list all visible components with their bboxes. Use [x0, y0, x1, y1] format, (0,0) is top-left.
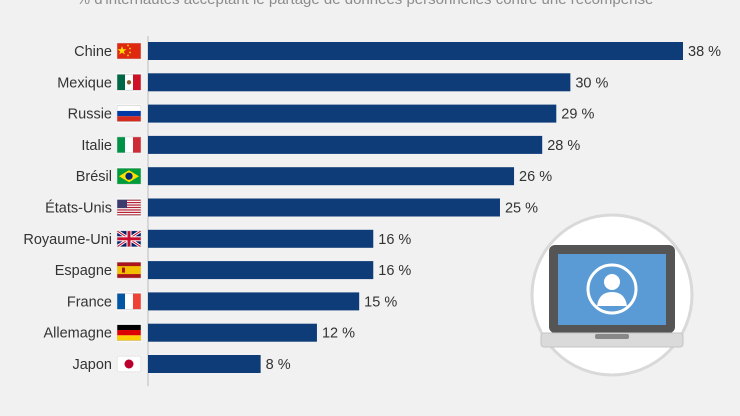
- bar-bresil: [148, 167, 515, 186]
- laptop-user-icon: [530, 213, 694, 377]
- italy-flag-icon: [116, 135, 142, 154]
- category-label-japon: Japon: [72, 357, 112, 373]
- category-label-chine: Chine: [74, 44, 112, 60]
- category-label-royaume-uni: Royaume-Uni: [23, 232, 112, 248]
- uk-flag-icon: [116, 229, 142, 249]
- value-label-japon: 8 %: [266, 357, 291, 373]
- bar-royaume-uni: [148, 229, 374, 248]
- value-label-italie: 28 %: [547, 138, 580, 154]
- category-label-allemagne: Allemagne: [43, 326, 112, 342]
- value-label-france: 15 %: [364, 294, 397, 310]
- brazil-flag-icon: [116, 167, 142, 186]
- bar-france: [148, 292, 360, 311]
- category-label-france: France: [67, 294, 112, 310]
- value-label-espagne: 16 %: [378, 263, 411, 279]
- bar-mexique: [148, 73, 571, 92]
- laptop-notch: [595, 334, 629, 339]
- germany-flag-icon: [116, 323, 142, 342]
- category-label-bresil: Brésil: [76, 169, 112, 185]
- bar-etats-unis: [148, 198, 500, 217]
- value-label-royaume-uni: 16 %: [378, 232, 411, 248]
- mexico-flag-icon: [116, 73, 142, 92]
- bar-japon: [148, 355, 261, 373]
- bar-italie: [148, 135, 543, 154]
- user-avatar-icon: [586, 263, 638, 315]
- value-label-mexique: 30 %: [575, 75, 608, 91]
- usa-flag-icon: [116, 198, 142, 217]
- spain-flag-icon: [116, 261, 142, 280]
- bar-russie: [148, 104, 557, 123]
- category-label-mexique: Mexique: [57, 75, 112, 91]
- russia-flag-icon: [116, 104, 142, 123]
- value-label-allemagne: 12 %: [322, 326, 355, 342]
- japan-flag-icon: [116, 355, 142, 373]
- value-label-etats-unis: 25 %: [505, 201, 538, 217]
- category-label-italie: Italie: [81, 138, 112, 154]
- value-label-chine: 38 %: [688, 44, 721, 60]
- chart-subtitle: % d'internautes acceptant le partage de …: [0, 0, 740, 8]
- category-label-etats-unis: États-Unis: [45, 200, 112, 217]
- value-label-bresil: 26 %: [519, 169, 552, 185]
- france-flag-icon: [116, 292, 142, 311]
- bar-chine: [148, 42, 683, 60]
- category-label-russie: Russie: [68, 107, 112, 123]
- bar-allemagne: [148, 323, 317, 342]
- category-label-espagne: Espagne: [55, 263, 112, 279]
- laptop-base: [540, 332, 684, 348]
- value-label-russie: 29 %: [561, 107, 594, 123]
- china-flag-icon: [116, 42, 142, 60]
- bar-espagne: [148, 261, 374, 280]
